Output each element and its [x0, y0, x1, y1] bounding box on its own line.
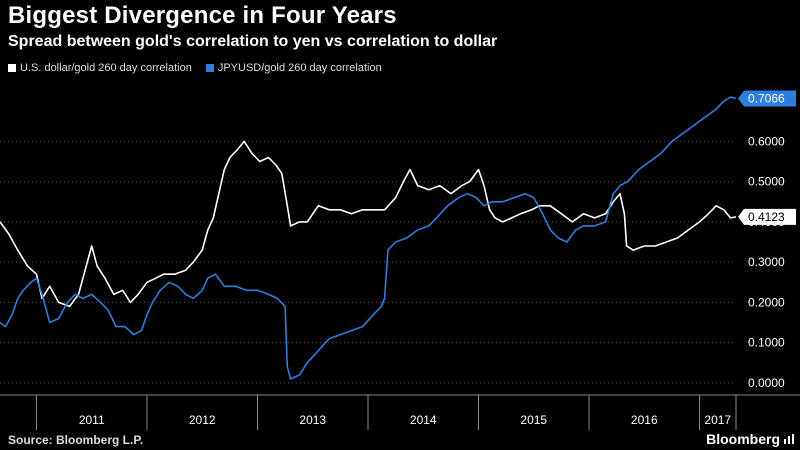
- y-tick-label: 0.2000: [748, 295, 785, 309]
- legend-item-usd: U.S. dollar/gold 260 day correlation: [8, 62, 192, 74]
- chart-title: Biggest Divergence in Four Years: [8, 2, 397, 29]
- y-tick-label: 0.6000: [748, 134, 785, 148]
- series-line-usd: [0, 140, 737, 308]
- x-tick-label: 2012: [189, 413, 216, 427]
- last-value-badge-bg: [738, 90, 796, 107]
- last-value-badge-bg: [738, 208, 796, 225]
- x-tick-label: 2017: [704, 413, 731, 427]
- x-tick-label: 2014: [410, 413, 437, 427]
- source-note: Source: Bloomberg L.P.: [8, 433, 144, 447]
- legend-swatch-usd: [8, 64, 16, 72]
- legend-label-usd: U.S. dollar/gold 260 day correlation: [20, 62, 192, 74]
- chart-subtitle: Spread between gold's correlation to yen…: [8, 33, 498, 50]
- x-tick-label: 2015: [520, 413, 547, 427]
- legend-label-jpy: JPYUSD/gold 260 day correlation: [217, 62, 382, 74]
- y-tick-label: 0.0000: [748, 376, 785, 390]
- y-tick-label: 0.5000: [748, 175, 785, 189]
- legend-item-jpy: JPYUSD/gold 260 day correlation: [205, 62, 382, 74]
- brand-logo: Bloomberg: [706, 431, 780, 447]
- last-value-badge-jpy: 0.7066: [738, 90, 796, 107]
- last-value-label: 0.4123: [748, 210, 785, 224]
- legend-swatch-jpy: [205, 64, 214, 72]
- last-value-badge-usd: 0.4123: [738, 208, 796, 225]
- series-line-jpy: [0, 96, 737, 380]
- x-tick-label: 2016: [631, 413, 658, 427]
- legend: U.S. dollar/gold 260 day correlation JPY…: [8, 62, 396, 74]
- y-tick-label: 0.3000: [748, 255, 785, 269]
- x-tick-label: 2011: [79, 413, 105, 427]
- bar-chart-icon: [784, 434, 794, 444]
- y-tick-label: 0.1000: [748, 336, 785, 350]
- last-value-label: 0.7066: [748, 91, 785, 105]
- x-tick-label: 2013: [299, 413, 326, 427]
